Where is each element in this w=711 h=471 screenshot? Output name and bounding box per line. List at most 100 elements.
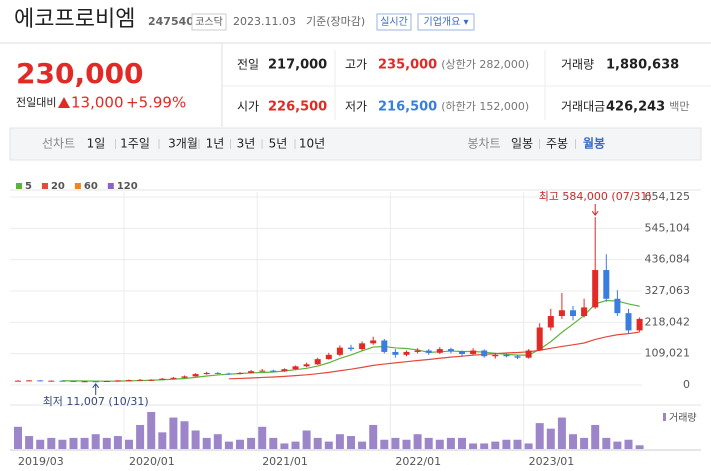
volume-bar <box>569 434 577 449</box>
candle-body <box>414 350 421 352</box>
volume-bar <box>446 437 455 449</box>
market: 코스닥 <box>195 16 223 28</box>
candle-body <box>281 369 288 372</box>
candle-body <box>270 370 277 372</box>
volume-bar <box>91 434 100 449</box>
volume-bar <box>491 441 500 449</box>
y-tick-label: 545,104 <box>645 221 691 234</box>
realtime-button[interactable] <box>376 13 412 31</box>
volume-bar <box>435 439 444 449</box>
volume-bar <box>236 439 244 449</box>
volume-bar <box>535 423 544 449</box>
volume-bar <box>613 441 622 449</box>
volume-bar <box>557 417 566 449</box>
volume-bar <box>80 437 89 449</box>
quote-label: 거래대금 <box>561 100 605 114</box>
basis: 기준(장마감) <box>306 15 365 28</box>
candle-body <box>170 377 177 379</box>
candle-body <box>592 270 599 308</box>
volume-label: 거래량 <box>669 412 697 424</box>
high-annotation: 최고 584,000 (07/31) <box>539 190 652 203</box>
legend-label: 60 <box>84 181 98 192</box>
x-tick-label: 2023/01 <box>529 455 575 468</box>
candle-body <box>503 354 510 357</box>
candle-body <box>159 378 166 380</box>
candle-body <box>614 298 621 314</box>
volume-bar <box>358 441 367 449</box>
candle-body <box>70 380 77 382</box>
candle-body <box>181 376 188 378</box>
candle-body <box>481 350 488 357</box>
volume-bar <box>624 439 633 449</box>
candle-body <box>314 359 321 365</box>
quote-label: 고가 <box>345 58 367 72</box>
tab[interactable]: 주봉 <box>546 137 568 151</box>
y-tick-label: 109,021 <box>645 347 691 360</box>
quote-value: 216,500 <box>378 100 437 115</box>
tab[interactable]: 1일 <box>87 137 106 151</box>
tab[interactable]: 월봉 <box>583 136 605 151</box>
candle-body <box>37 380 44 382</box>
tab[interactable]: 5년 <box>269 137 288 151</box>
volume-bar <box>369 424 378 449</box>
tab[interactable]: 일봉 <box>511 137 533 151</box>
volume-bar <box>524 443 533 449</box>
change-pct: +5.99% <box>126 94 186 112</box>
volume-bar <box>347 436 355 449</box>
volume-bar <box>136 424 145 449</box>
company-info-button[interactable] <box>417 13 475 31</box>
candle-body <box>59 380 66 382</box>
tab[interactable]: 1주일 <box>120 137 150 151</box>
volume-bar <box>546 428 555 449</box>
company-info[interactable]: 기업개요 ▾ <box>424 15 469 28</box>
tab[interactable]: 10년 <box>299 137 325 151</box>
volume-bar <box>147 412 156 449</box>
x-tick-label: 2020/01 <box>129 455 175 468</box>
volume-bar <box>191 430 200 449</box>
quote-note: (상한가 282,000) <box>441 58 529 71</box>
volume-bar <box>424 437 433 449</box>
volume-bar <box>580 437 589 449</box>
legend-swatch <box>74 183 81 189</box>
candle-body <box>359 343 366 350</box>
volume-bar <box>213 434 222 449</box>
candle-body <box>336 347 343 355</box>
candle-body <box>92 381 99 383</box>
volume-bar <box>169 417 178 449</box>
realtime[interactable]: 실시간 <box>380 16 408 28</box>
volume-bar <box>102 437 111 449</box>
volume-bar <box>324 441 333 449</box>
volume-bar <box>335 434 344 449</box>
tab[interactable]: 3개월 <box>168 137 198 151</box>
x-tick-label: 2021/01 <box>262 455 308 468</box>
candle-body <box>81 381 88 383</box>
tab[interactable]: 3년 <box>237 137 256 151</box>
change: 13,000 <box>71 94 124 112</box>
y-tick-label: 436,084 <box>645 253 691 266</box>
quote-value: 426,243 <box>606 100 665 115</box>
candle-body <box>470 350 477 354</box>
volume-bar <box>513 439 522 449</box>
candle-body <box>558 310 565 317</box>
quote-note: 백만 <box>669 100 689 113</box>
candle-body <box>603 270 610 299</box>
legend-swatch <box>41 183 48 189</box>
candle-body <box>148 379 155 381</box>
market-badge <box>191 13 227 31</box>
tab[interactable]: 1년 <box>206 137 225 151</box>
quote-label: 시가 <box>237 100 259 114</box>
up-arrow <box>58 97 70 108</box>
candle-body <box>192 374 199 377</box>
stock-code: 247540 <box>148 15 194 28</box>
volume-bar <box>502 439 511 449</box>
candle-body <box>214 372 221 374</box>
volume-bar <box>602 437 611 449</box>
ma-line <box>62 299 640 382</box>
candle-body <box>325 354 332 360</box>
candle-body <box>292 366 299 370</box>
candle-body <box>370 340 377 344</box>
volume-bar <box>391 437 400 449</box>
tab-group-label: 봉차트 <box>467 137 500 151</box>
y-tick-label: 327,063 <box>645 284 691 297</box>
ma-line <box>228 331 640 380</box>
